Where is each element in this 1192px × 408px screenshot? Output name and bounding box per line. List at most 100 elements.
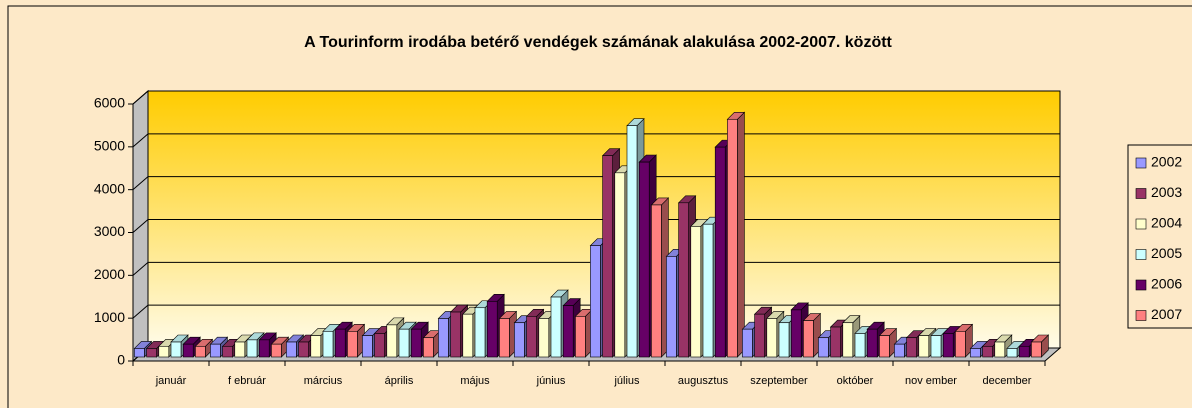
legend-swatch — [1135, 157, 1147, 169]
bar — [170, 341, 182, 358]
legend-swatch — [1135, 249, 1147, 260]
grid-line — [132, 176, 1060, 191]
bar — [866, 328, 878, 358]
bar-side — [737, 111, 745, 358]
y-tick-label: 0 — [117, 352, 125, 368]
bar — [474, 307, 486, 358]
x-tick-label: nov ember — [905, 375, 957, 387]
bar — [347, 330, 358, 358]
chart-title: A Tourinform irodába betérő vendégek szá… — [304, 34, 892, 51]
bar — [930, 335, 942, 358]
bar — [575, 316, 586, 358]
bar — [626, 125, 638, 358]
grid-line — [132, 261, 1060, 276]
bar — [246, 339, 258, 358]
grid-line — [132, 133, 1060, 148]
bar — [854, 333, 866, 358]
plot: 0 1000 2000 3000 4000 5000 6000 január f ebruár m… — [94, 89, 1062, 387]
bar — [830, 326, 841, 358]
bar — [538, 318, 550, 358]
bar — [334, 328, 346, 358]
bar — [955, 330, 966, 358]
bar — [602, 155, 613, 358]
bar — [666, 256, 677, 358]
bar — [258, 339, 270, 358]
bar — [550, 296, 562, 358]
x-tick-label: június — [536, 375, 566, 387]
legend-label: 2005 — [1151, 245, 1182, 261]
x-tick-label: december — [983, 375, 1032, 387]
bar — [158, 345, 170, 358]
bar — [526, 316, 537, 358]
legend-swatch — [1135, 279, 1147, 291]
bar — [894, 343, 905, 358]
legend-label: 2007 — [1151, 306, 1182, 322]
legend-box — [1127, 144, 1192, 329]
bar — [398, 328, 410, 358]
legend-label: 2003 — [1151, 184, 1182, 200]
bar — [271, 343, 282, 358]
bar — [423, 337, 434, 358]
grid-line — [132, 219, 1060, 233]
y-tick-label: 3000 — [94, 223, 125, 239]
bar — [714, 146, 726, 358]
bar — [970, 348, 981, 358]
bar — [614, 172, 626, 358]
bar — [438, 318, 449, 358]
bar — [374, 333, 385, 358]
bar — [234, 341, 246, 358]
bar — [499, 318, 510, 358]
bar — [286, 341, 297, 358]
x-tick-label: január — [155, 375, 187, 387]
bar — [994, 341, 1006, 358]
legend-swatch — [1135, 310, 1147, 321]
x-tick-label: május — [460, 375, 490, 387]
bar — [678, 202, 689, 358]
bar — [842, 322, 854, 358]
y-tick-label: 4000 — [94, 180, 125, 196]
y-tick-label: 5000 — [94, 138, 125, 154]
x-tick-label: f ebruár — [228, 375, 266, 387]
bar — [742, 328, 753, 358]
bar — [410, 328, 422, 358]
bar — [942, 333, 954, 358]
bar — [562, 305, 574, 358]
x-tick-label: szeptember — [750, 375, 808, 387]
bar — [879, 335, 890, 358]
bar — [803, 320, 814, 358]
y-tick-label: 2000 — [94, 266, 125, 282]
y-tick-label: 1000 — [94, 309, 125, 325]
bar — [134, 348, 145, 358]
bar — [906, 337, 917, 358]
bar — [462, 313, 474, 358]
bar — [322, 330, 334, 358]
x-tick-label: október — [837, 375, 874, 387]
bar — [918, 335, 930, 358]
x-tick-label: március — [304, 375, 343, 387]
bar — [195, 345, 206, 358]
legend-label: 2002 — [1151, 154, 1182, 170]
bar — [690, 226, 702, 358]
legend-label: 2006 — [1151, 276, 1182, 292]
bar — [818, 337, 829, 358]
bar — [222, 345, 233, 358]
bar — [702, 223, 714, 358]
bar — [182, 343, 194, 358]
y-tick-label: 6000 — [94, 95, 125, 111]
bar — [754, 313, 765, 358]
legend-swatch — [1135, 188, 1147, 199]
bar — [362, 335, 373, 358]
bar — [590, 245, 601, 358]
bar — [766, 318, 778, 358]
bar — [386, 324, 398, 358]
grid-line — [132, 90, 1060, 105]
bar — [514, 322, 525, 358]
bar — [790, 309, 802, 358]
x-tick-label: augusztus — [678, 375, 729, 387]
bar — [1018, 345, 1030, 358]
bar — [298, 341, 309, 358]
bar — [486, 301, 498, 358]
bar — [778, 322, 790, 358]
bar — [310, 335, 322, 358]
bar — [210, 343, 221, 358]
